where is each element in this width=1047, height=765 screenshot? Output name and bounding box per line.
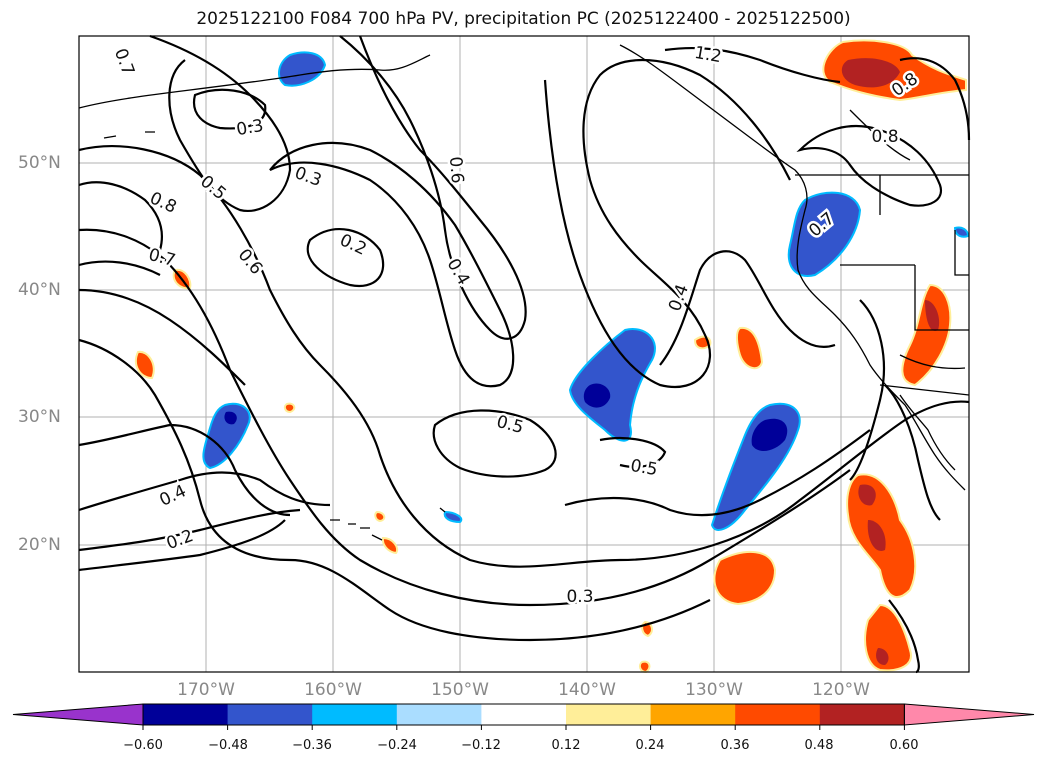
colorbar-tick-label: −0.48 <box>208 738 248 753</box>
lat-label: 40°N <box>18 280 61 300</box>
colorbar-frame <box>142 703 905 726</box>
colorbar-swatch <box>481 704 567 725</box>
contour-label: 0.7 <box>146 245 177 271</box>
coastlines <box>78 44 970 541</box>
contour-label: 0.8 <box>147 188 180 218</box>
lat-label: 50°N <box>18 153 61 173</box>
colorbar <box>12 703 1035 730</box>
colorbar-tick-label: −0.60 <box>123 738 163 753</box>
colorbar-tick-label: −0.24 <box>377 738 417 753</box>
contour-label: 0.5 <box>629 456 659 480</box>
colorbar-tick-label: −0.12 <box>461 738 501 753</box>
map-title: 2025122100 F084 700 hPa PV, precipitatio… <box>196 9 851 29</box>
colorbar-extend-left <box>12 703 144 726</box>
colorbar-tick-label: 0.12 <box>551 738 581 753</box>
colorbar-swatch <box>650 704 736 725</box>
colorbar-tick-label: 0.24 <box>635 738 665 753</box>
contour-label: 1.2 <box>693 43 723 67</box>
contour-label: 0.3 <box>292 163 324 191</box>
colorbar-swatch <box>312 704 398 725</box>
precip-negative <box>202 51 970 531</box>
lon-label: 120°W <box>812 680 870 700</box>
lat-label: 20°N <box>18 535 61 555</box>
contour-label: 0.8 <box>871 127 898 147</box>
pv-contours <box>78 34 971 674</box>
colorbar-swatch <box>819 704 905 725</box>
colorbar-swatch <box>143 704 229 725</box>
colorbar-swatch <box>396 704 482 725</box>
precip-positive <box>134 39 967 674</box>
map-frame <box>78 35 970 673</box>
colorbar-swatch <box>227 704 313 725</box>
lon-label: 170°W <box>177 680 235 700</box>
contour-label: 0.2 <box>337 230 370 260</box>
colorbar-tick-label: 0.36 <box>720 738 750 753</box>
colorbar-tick-label: 0.60 <box>889 738 919 753</box>
colorbar-tick-label: 0.48 <box>804 738 834 753</box>
contour-label: 0.3 <box>235 116 265 140</box>
contour-label: 0.6 <box>445 156 467 185</box>
contour-label: 0.3 <box>566 587 593 607</box>
colorbar-tick-label: −0.36 <box>292 738 332 753</box>
colorbar-extend-right <box>903 703 1035 726</box>
lon-label: 140°W <box>558 680 616 700</box>
lon-label: 130°W <box>685 680 743 700</box>
contour-label: 0.7 <box>110 46 138 78</box>
lon-label: 160°W <box>304 680 362 700</box>
contour-label: 0.6 <box>234 245 267 279</box>
lon-label: 150°W <box>431 680 489 700</box>
contour-label: 0.4 <box>443 255 474 288</box>
colorbar-swatch <box>566 704 652 725</box>
contour-label: 0.2 <box>164 526 196 554</box>
colorbar-swatch <box>735 704 821 725</box>
lat-label: 30°N <box>18 407 61 427</box>
